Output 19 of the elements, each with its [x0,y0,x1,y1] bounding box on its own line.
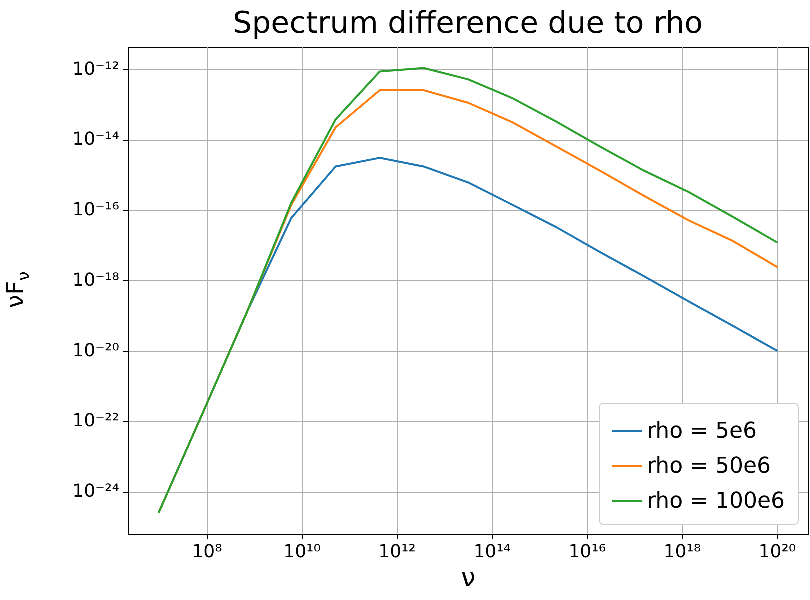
x-tick-label: 10¹² [378,542,416,562]
x-tick-label: 10¹⁸ [664,542,702,562]
y-tick-label: 10⁻¹⁴ [72,129,120,150]
chart-title: Spectrum difference due to rho [233,6,703,41]
y-tick-label: 10⁻¹⁶ [72,200,120,221]
legend-label: rho = 100e6 [647,489,786,514]
y-tick-label: 10⁻²⁰ [72,340,120,362]
y-tick-label: 10⁻¹² [72,58,120,80]
y-tick-label: 10⁻¹⁸ [72,270,120,291]
x-tick-label: 10⁸ [192,542,222,562]
legend-label: rho = 50e6 [647,454,772,479]
x-tick-label: 10¹⁰ [284,542,321,562]
x-tick-label: 10²⁰ [758,542,796,562]
y-tick-label: 10⁻²⁴ [72,481,120,502]
legend-label: rho = 5e6 [647,419,758,444]
x-axis-title: ν [461,564,476,594]
y-tick-label: 10⁻²² [72,410,120,432]
x-tick-label: 10¹⁶ [568,542,606,562]
x-tick-label: 10¹⁴ [474,542,512,562]
